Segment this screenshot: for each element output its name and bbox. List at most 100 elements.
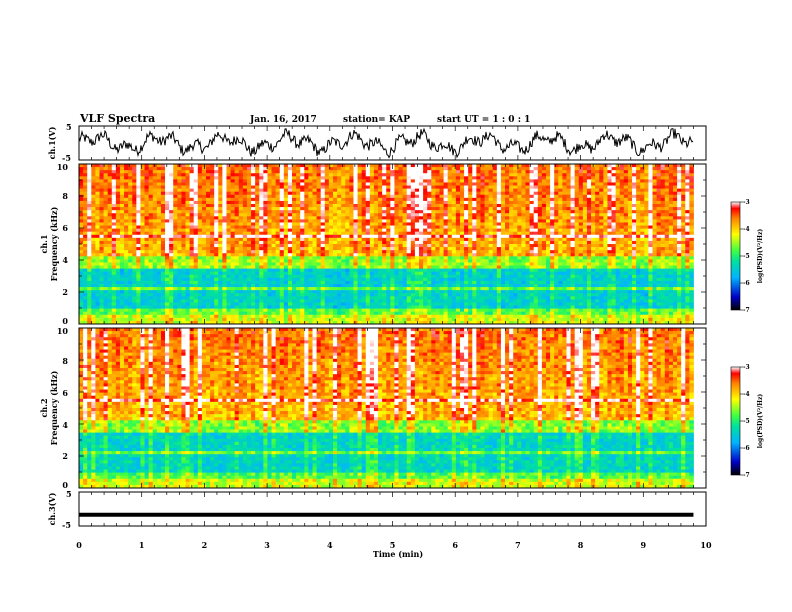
spectrogram-cell	[578, 210, 584, 214]
spectrogram-cell	[558, 197, 563, 202]
spectrogram-cell	[627, 167, 633, 171]
spectrogram-cell	[492, 213, 498, 217]
spectrogram-cell	[570, 231, 576, 236]
spectrogram-cell	[357, 197, 363, 202]
spectrogram-cell	[431, 247, 436, 251]
spectrogram-cell	[402, 244, 408, 248]
spectrogram-cell	[582, 231, 588, 236]
spectrogram-cell	[664, 237, 670, 242]
spectrogram-cell	[623, 173, 629, 177]
spectrogram-cell	[677, 228, 682, 233]
spectrogram-cell	[132, 253, 137, 257]
spectrogram-cell	[300, 253, 305, 257]
spectrogram-cell	[238, 234, 244, 239]
spectrogram-cell	[644, 170, 649, 174]
spectrogram-cell	[189, 179, 195, 183]
spectrogram-cell	[586, 200, 592, 205]
spectrogram-cell	[496, 247, 502, 251]
spectrogram-cell	[79, 179, 84, 183]
spectrogram-cell	[193, 228, 199, 233]
spectrogram-cell	[169, 253, 174, 257]
spectrogram-cell	[345, 234, 350, 239]
spectrogram-cell	[431, 200, 436, 205]
spectrogram-cell	[181, 176, 186, 180]
spectrogram-cell	[464, 179, 469, 183]
spectrogram-cell	[210, 234, 215, 239]
spectrogram-cell	[201, 240, 207, 245]
spectrogram-cell	[369, 173, 375, 177]
spectrogram-cell	[156, 262, 162, 266]
spectrogram-cell	[529, 231, 535, 236]
spectrogram-cell	[627, 182, 633, 186]
spectrogram-cell	[398, 176, 404, 180]
spectrogram-cell	[562, 173, 567, 177]
spectrogram-cell	[398, 256, 404, 260]
spectrogram-cell	[246, 222, 252, 226]
spectrogram-cell	[255, 247, 260, 251]
spectrogram-cell	[435, 256, 440, 260]
spectrogram-cell	[521, 244, 526, 248]
spectrogram-cell	[316, 167, 322, 171]
spectrogram-cell	[296, 207, 301, 211]
spectrogram-cell	[476, 170, 481, 174]
spectrogram-cell	[328, 222, 334, 226]
spectrogram-cell	[562, 194, 567, 199]
spectrogram-cell	[521, 185, 526, 190]
spectrogram-cell	[341, 247, 346, 251]
spectrogram-cell	[246, 200, 252, 205]
spectrogram-cell	[570, 253, 576, 257]
spectrogram-cell	[214, 191, 219, 196]
spectrogram-cell	[562, 170, 567, 174]
spectrogram-cell	[99, 204, 104, 208]
spectrogram-cell	[681, 210, 686, 214]
spectrogram-cell	[341, 228, 346, 233]
spectrogram-cell	[615, 213, 621, 217]
spectrogram-cell	[521, 253, 526, 257]
spectrogram-cell	[423, 234, 428, 239]
spectrogram-cell	[435, 194, 440, 199]
spectrogram-cell	[558, 188, 563, 193]
spectrogram-cell	[181, 256, 186, 260]
spectrogram-cell	[492, 176, 498, 180]
spectrogram-cell	[394, 234, 399, 239]
spectrogram-cell	[353, 244, 358, 248]
spectrogram-cell	[275, 210, 281, 214]
spectrogram-cell	[132, 240, 137, 245]
spectrogram-cell	[185, 240, 191, 245]
spectrogram-cell	[619, 225, 625, 230]
spectrogram-cell	[398, 250, 404, 254]
spectrogram-cell	[615, 200, 621, 205]
spectrogram-cell	[578, 259, 584, 263]
spectrogram-cell	[443, 210, 449, 214]
spectrogram-cell	[386, 247, 391, 251]
spectrogram-cell	[283, 176, 289, 180]
spectrogram-cell	[545, 185, 551, 190]
spectrogram-cell	[545, 216, 551, 220]
spectrogram-cell	[226, 164, 231, 168]
spectrogram-cell	[378, 213, 383, 217]
spectrogram-cell	[189, 231, 195, 236]
spectrogram-cell	[144, 173, 150, 177]
spectrogram-cell	[652, 210, 657, 214]
spectrogram-cell	[689, 167, 694, 171]
spectrogram-cell	[398, 262, 404, 266]
spectrogram-cell	[107, 256, 113, 260]
spectrogram-cell	[459, 228, 465, 233]
spectrogram-cell	[603, 204, 608, 208]
spectrogram-cell	[173, 231, 178, 236]
spectrogram-cell	[427, 253, 432, 257]
spectrogram-cell	[251, 234, 256, 239]
spectrogram-cell	[136, 237, 141, 242]
spectrogram-cell	[332, 225, 338, 230]
spectrogram-cell	[431, 237, 436, 242]
spectrogram-cell	[160, 176, 166, 180]
spectrogram-cell	[95, 179, 100, 183]
spectrogram-cell	[500, 179, 506, 183]
spectrogram-cell	[455, 247, 461, 251]
spectrogram-cell	[201, 256, 207, 260]
spectrogram-cell	[296, 170, 301, 174]
spectrogram-cell	[107, 222, 113, 226]
spectrogram-cell	[148, 194, 154, 199]
spectrogram-cell	[353, 164, 358, 168]
spectrogram-cell	[283, 228, 289, 233]
